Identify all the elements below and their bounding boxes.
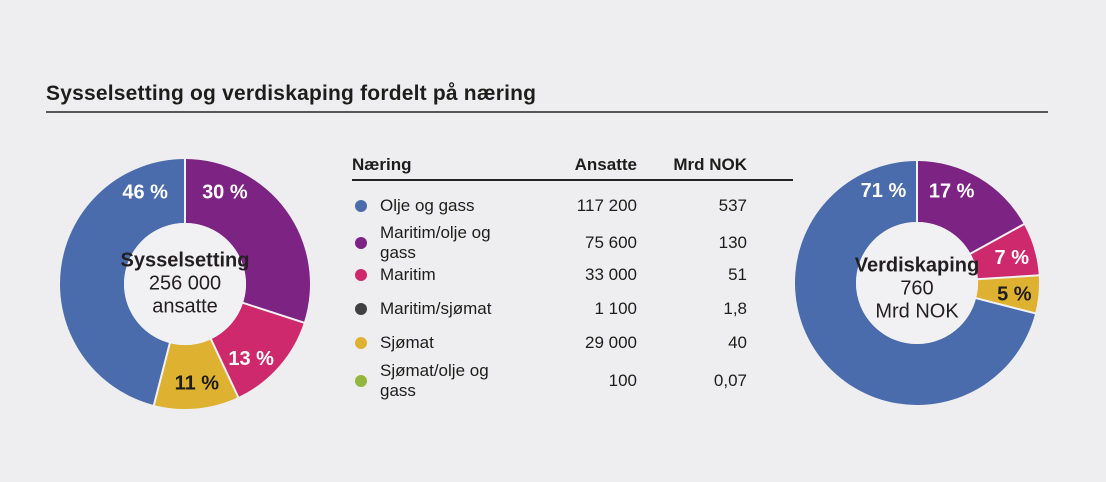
row-ansatte-value: 100 [608, 370, 637, 390]
table-row-sj-mat: Sjømat 29 000 40 [352, 326, 747, 360]
legend-dot-sj-mat-olje-og-gass [355, 374, 367, 387]
table-row-sj-mat-olje-og-gass: Sjømat/olje og gass 100 0,07 [352, 361, 747, 400]
page-title: Sysselsetting og verdiskaping fordelt på… [46, 82, 537, 105]
table-header-divider [352, 179, 793, 181]
donut-chart-sysselsetting: 30 % 13 % 11 % 46 % [59, 158, 310, 409]
donut-percent-label-sj-mat: 11 % [175, 372, 220, 394]
donut-percent-label-maritim: 7 % [995, 247, 1030, 269]
row-label-cell: Maritim/olje og gass [352, 223, 527, 263]
table-row-maritim: Maritim 33 000 51 [352, 258, 747, 292]
donut-segment-sj-mat [153, 339, 239, 409]
donut-center-value: 760 [900, 277, 934, 300]
table-row-olje-og-gass: Olje og gass 117 200 537 [352, 189, 747, 223]
row-label-cell: Sjømat [352, 333, 527, 353]
donut-percent-label-maritim-olje-og-gass: 17 % [929, 180, 975, 202]
donut-center-unit: ansatte [152, 295, 218, 318]
row-label: Sjømat/olje og gass [380, 360, 489, 400]
donut-segment-sj-mat [976, 275, 1039, 314]
legend-dot-maritim-olje-og-gass [355, 237, 367, 250]
legend-dot-maritim-sj-mat [355, 302, 367, 315]
donut-center-verdiskaping: Verdiskaping 760 Mrd NOK [855, 255, 980, 324]
table-header-mrd-nok: Mrd NOK [673, 155, 747, 174]
donut-hole [124, 223, 246, 345]
legend-dot-maritim [355, 268, 367, 281]
table-row-maritim-sj-mat: Maritim/sjømat 1 100 1,8 [352, 292, 747, 326]
donut-percent-label-olje-og-gass: 46 % [122, 181, 168, 203]
row-ansatte-value: 33 000 [585, 264, 637, 284]
donut-center-value: 256 000 [148, 272, 222, 295]
row-label-cell: Sjømat/olje og gass [352, 361, 527, 401]
row-label-cell: Olje og gass [352, 196, 527, 216]
row-mrd-nok-value: 130 [718, 233, 747, 253]
donut-segment-maritim-olje-og-gass [185, 159, 310, 323]
row-label: Sjømat [380, 333, 434, 353]
row-label-cell: Maritim/sjømat [352, 299, 527, 319]
segment-separator [976, 274, 1040, 281]
row-ansatte-value: 117 200 [576, 196, 637, 215]
donut-segment-maritim [970, 224, 1039, 280]
segment-separator [209, 337, 240, 399]
donut-svg-sysselsetting: 30 % 13 % 11 % 46 % [59, 158, 310, 409]
donut-segment-olje-og-gass [59, 159, 185, 406]
segment-separator [152, 341, 172, 407]
row-ansatte-value: 75 600 [585, 233, 637, 253]
table-header-naering: Næring [352, 155, 412, 174]
row-label: Olje og gass [380, 196, 475, 215]
row-label: Maritim/olje og gass [380, 223, 491, 263]
row-mrd-nok-value: 40 [728, 333, 747, 353]
table-row-maritim-olje-og-gass: Maritim/olje og gass 75 600 130 [352, 223, 747, 262]
segment-separator [974, 296, 1037, 315]
donut-hole [856, 222, 978, 344]
row-ansatte-value: 29 000 [585, 333, 637, 353]
legend-dot-olje-og-gass [355, 200, 367, 212]
row-ansatte-value: 1 100 [594, 298, 637, 318]
donut-percent-label-maritim-olje-og-gass: 30 % [202, 181, 248, 203]
row-mrd-nok-value: 0,07 [713, 370, 747, 390]
donut-chart-verdiskaping: 17 % 7 % 5 % 71 % [794, 160, 1040, 405]
donut-percent-label-sj-mat: 5 % [997, 284, 1032, 306]
donut-segment-olje-og-gass [794, 161, 1036, 405]
donut-segment-maritim-olje-og-gass [917, 161, 1024, 254]
row-mrd-nok-value: 537 [718, 196, 747, 215]
donut-svg-verdiskaping: 17 % 7 % 5 % 71 % [794, 160, 1040, 405]
row-label-cell: Maritim [352, 265, 527, 285]
donut-center-sysselsetting: Sysselsetting 256 000 ansatte [121, 250, 250, 319]
table-header-ansatte: Ansatte [574, 155, 637, 174]
donut-center-title: Verdiskaping [854, 254, 980, 277]
donut-percent-label-maritim: 13 % [228, 348, 274, 370]
donut-center-unit: Mrd NOK [875, 300, 959, 323]
legend-dot-sj-mat [355, 337, 367, 350]
segment-separator [241, 301, 306, 324]
table-header-row: Næring Ansatte Mrd NOK [352, 155, 747, 175]
donut-center-title: Sysselsetting [120, 249, 250, 272]
row-label: Maritim/sjømat [380, 298, 492, 318]
donut-segment-maritim [210, 302, 304, 398]
segment-separator [969, 222, 1026, 255]
row-label: Maritim [380, 264, 436, 284]
row-mrd-nok-value: 51 [728, 264, 747, 284]
row-mrd-nok-value: 1,8 [723, 298, 747, 318]
title-divider [46, 111, 1048, 113]
donut-percent-label-olje-og-gass: 71 % [861, 180, 907, 202]
